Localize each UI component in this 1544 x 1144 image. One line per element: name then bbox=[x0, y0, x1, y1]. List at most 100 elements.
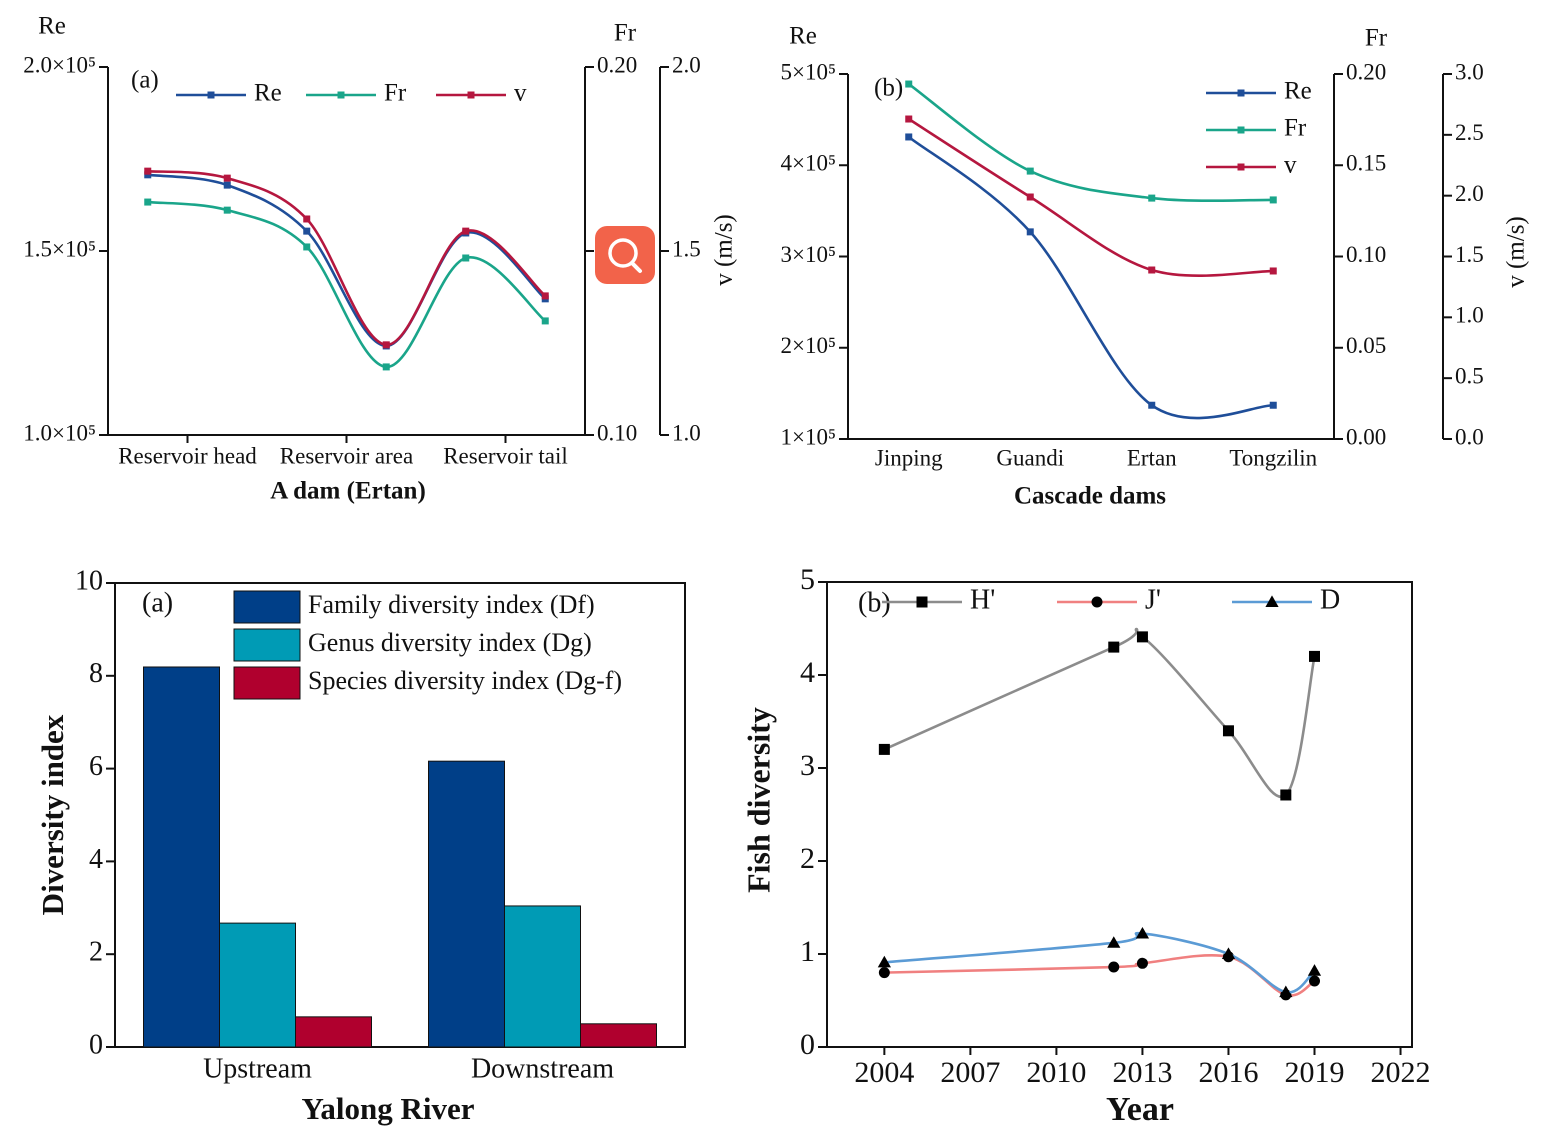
legend-marker bbox=[207, 91, 215, 99]
plot-frame bbox=[114, 582, 686, 1048]
plot-frame bbox=[826, 581, 1413, 1048]
zoom-icon[interactable] bbox=[595, 226, 655, 284]
bar bbox=[504, 905, 581, 1048]
marker bbox=[144, 167, 152, 175]
marker bbox=[1108, 641, 1120, 653]
y3-label: v (m/s) bbox=[1503, 216, 1530, 288]
legend-swatch bbox=[233, 590, 301, 624]
y-tick-label: 1×10⁵ bbox=[781, 424, 837, 449]
x-label: A dam (Ertan) bbox=[270, 478, 426, 505]
y-tick-label: 4 bbox=[800, 656, 815, 689]
x-tick-label: 2016 bbox=[1198, 1056, 1258, 1089]
line bbox=[883, 627, 1316, 799]
line bbox=[884, 953, 1316, 997]
y2-tick-label: 0.05 bbox=[1346, 333, 1386, 358]
x-tick-label: 2010 bbox=[1026, 1056, 1086, 1089]
panel-label: (a) bbox=[131, 67, 159, 94]
marker bbox=[1148, 266, 1156, 274]
x-label: Yalong River bbox=[301, 1091, 474, 1126]
marker bbox=[1107, 936, 1121, 948]
marker bbox=[1148, 401, 1156, 409]
marker bbox=[1269, 267, 1277, 275]
y2-label: Fr bbox=[1365, 25, 1388, 52]
y-label: Re bbox=[789, 23, 817, 50]
bar bbox=[295, 1016, 372, 1048]
legend-swatch bbox=[233, 628, 301, 662]
line bbox=[147, 200, 547, 369]
marker bbox=[1309, 650, 1320, 662]
legend-label: Fr bbox=[1284, 115, 1307, 142]
y3-tick-label: 2.0 bbox=[1455, 181, 1484, 206]
marker bbox=[303, 215, 311, 223]
line bbox=[147, 173, 547, 348]
legend-label: Fr bbox=[384, 80, 407, 107]
panel-label: (b) bbox=[874, 75, 903, 102]
bar bbox=[580, 1023, 657, 1048]
marker bbox=[1135, 926, 1150, 939]
legend-marker bbox=[916, 596, 928, 608]
marker bbox=[1026, 193, 1034, 201]
x-tick-label: 2007 bbox=[940, 1056, 1000, 1089]
marker bbox=[462, 227, 470, 235]
marker bbox=[462, 254, 470, 262]
legend-label: v bbox=[514, 80, 527, 107]
x-tick-label: Reservoir area bbox=[280, 443, 413, 468]
x-tick-label: Tongzilin bbox=[1229, 445, 1317, 470]
x-tick-label: Upstream bbox=[203, 1053, 312, 1084]
marker bbox=[1269, 401, 1277, 409]
zoom-handle bbox=[630, 261, 642, 273]
y2-tick-label: 0.20 bbox=[597, 52, 637, 77]
marker bbox=[303, 243, 311, 251]
y3-tick-label: 1.5 bbox=[1455, 242, 1484, 267]
x-tick-label: Guandi bbox=[996, 445, 1064, 470]
marker bbox=[1307, 964, 1322, 976]
x-tick-label: 2019 bbox=[1285, 1056, 1345, 1089]
marker bbox=[223, 174, 231, 182]
y2-tick-label: 0.00 bbox=[1346, 424, 1386, 449]
y3-tick-label: 2.0 bbox=[672, 52, 701, 77]
marker bbox=[1280, 789, 1292, 801]
marker bbox=[878, 967, 890, 979]
marker bbox=[144, 171, 152, 179]
x-tick-label: Reservoir head bbox=[118, 443, 257, 468]
y-tick-label: 0 bbox=[800, 1028, 815, 1061]
y-label: Re bbox=[38, 13, 66, 40]
y3-tick-label: 1.0 bbox=[672, 420, 701, 445]
y3-tick-label: 2.5 bbox=[1455, 120, 1484, 145]
y3-tick-label: 0.0 bbox=[1455, 424, 1484, 449]
x-tick-label: Reservoir tail bbox=[443, 443, 568, 468]
y3-label: v (m/s) bbox=[711, 214, 738, 286]
y-tick-label: 2×10⁵ bbox=[781, 333, 837, 358]
y-tick-label: 10 bbox=[75, 565, 103, 596]
y2-tick-label: 0.10 bbox=[1346, 242, 1386, 267]
marker bbox=[541, 317, 549, 325]
y2-tick-label: 0.15 bbox=[1346, 151, 1386, 176]
marker bbox=[905, 115, 913, 123]
marker bbox=[1222, 725, 1234, 737]
y-tick-label: 1.0×10⁵ bbox=[23, 420, 96, 445]
y-tick-label: 3 bbox=[800, 749, 815, 782]
y-tick-label: 4×10⁵ bbox=[781, 151, 837, 176]
marker bbox=[223, 181, 231, 189]
marker bbox=[877, 955, 891, 968]
zoom-button[interactable] bbox=[595, 226, 655, 284]
marker bbox=[1279, 985, 1293, 998]
marker bbox=[1309, 975, 1320, 987]
legend-marker bbox=[1091, 596, 1103, 608]
marker bbox=[905, 133, 913, 141]
bar bbox=[143, 666, 220, 1048]
marker bbox=[223, 206, 231, 214]
x-tick-label: 2013 bbox=[1112, 1056, 1172, 1089]
y-tick-label: 1 bbox=[800, 935, 815, 968]
bar bbox=[428, 760, 505, 1048]
bar bbox=[219, 922, 296, 1048]
y2-tick-label: 0.10 bbox=[597, 420, 637, 445]
legend-label: Re bbox=[254, 80, 282, 107]
y3-tick-label: 1.0 bbox=[1455, 303, 1484, 328]
y-label: Diversity index bbox=[35, 714, 70, 915]
legend-label: D bbox=[1320, 584, 1340, 615]
y2-label: Fr bbox=[614, 20, 637, 47]
marker bbox=[382, 363, 390, 371]
legend-label: Genus diversity index (Dg) bbox=[308, 628, 592, 657]
